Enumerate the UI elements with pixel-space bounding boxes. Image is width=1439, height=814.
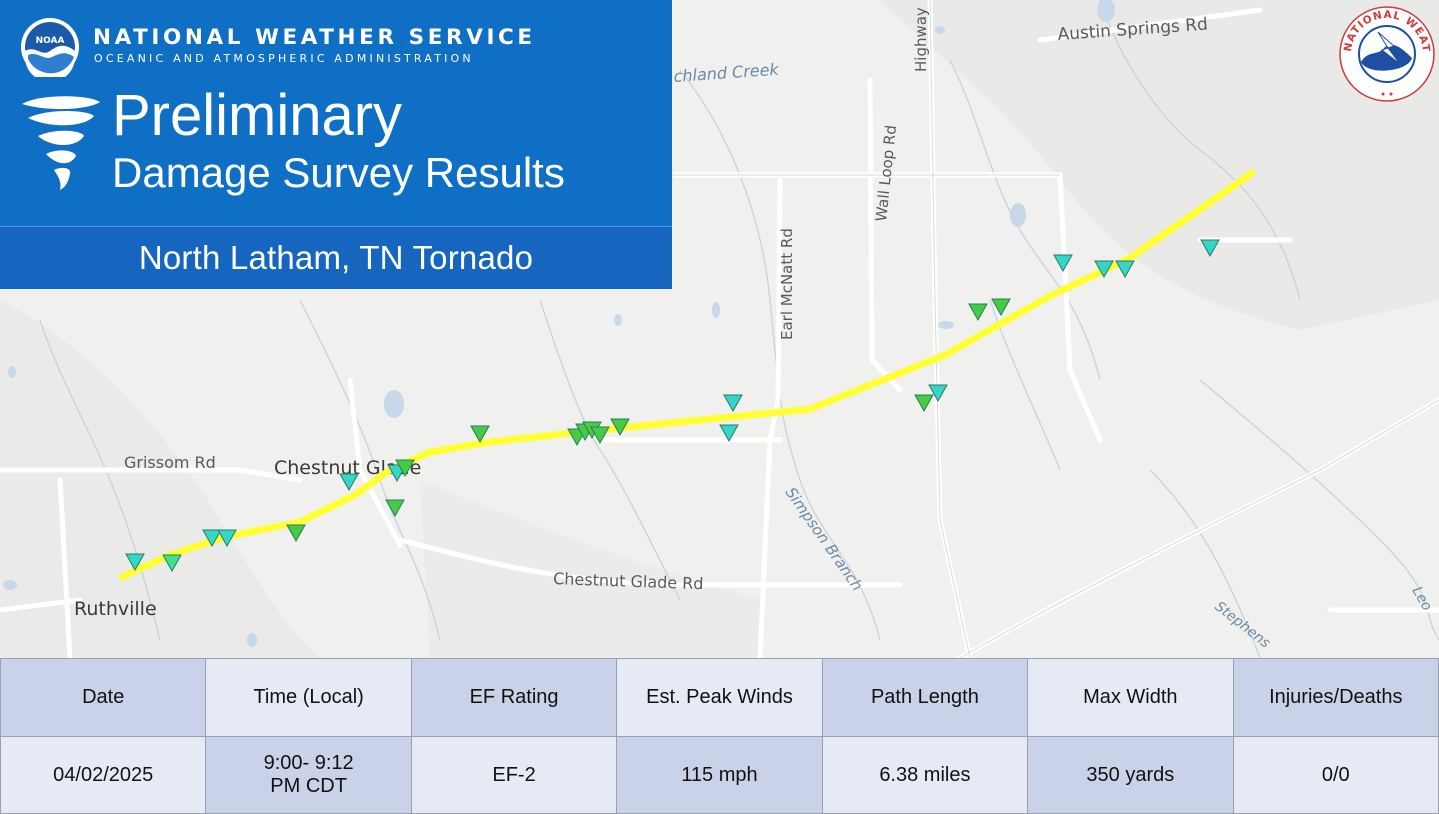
agency-name: NATIONAL WEATHER SERVICE <box>93 25 536 50</box>
damage-point-triangle-icon[interactable] <box>202 529 222 548</box>
nws-logo-icon: NATIONAL WEATHER SERVICE <box>1338 2 1435 102</box>
terrain-shading <box>0 0 1439 658</box>
damage-point-triangle-icon[interactable] <box>385 499 405 518</box>
noaa-logo-icon: NOAA <box>21 18 79 77</box>
damage-point-triangle-icon[interactable] <box>968 303 988 322</box>
damage-point-triangle-icon[interactable] <box>610 418 630 437</box>
town-label-ruthville: Ruthville <box>74 598 157 620</box>
event-name: North Latham, TN Tornado <box>138 239 534 276</box>
value-max-width: 350 yards <box>1027 736 1234 814</box>
damage-points <box>125 239 1220 573</box>
damage-point-triangle-icon[interactable] <box>590 426 610 445</box>
damage-point-triangle-icon[interactable] <box>719 424 739 443</box>
road-label-grissom: Grissom Rd <box>124 453 216 472</box>
damage-point-triangle-icon[interactable] <box>286 524 306 543</box>
ponds <box>3 0 1115 647</box>
damage-point-triangle-icon[interactable] <box>395 459 415 478</box>
damage-path-map[interactable]: Austin Springs Rd Highway Wall Loop Rd E… <box>0 0 1439 658</box>
damage-point-triangle-icon[interactable] <box>991 298 1011 317</box>
damage-point-triangle-icon[interactable] <box>339 473 359 492</box>
value-date: 04/02/2025 <box>0 736 207 814</box>
value-ef-rating: EF-2 <box>410 736 618 814</box>
header-date: Date <box>0 658 207 737</box>
road-label-earl-mcnatt: Earl McNatt Rd <box>778 228 796 340</box>
svg-text:NOAA: NOAA <box>36 36 65 46</box>
damage-point-triangle-icon[interactable] <box>1053 254 1073 273</box>
header-time: Time (Local) <box>205 658 412 737</box>
damage-point-triangle-icon[interactable] <box>1115 260 1135 279</box>
value-path-length: 6.38 miles <box>821 736 1029 814</box>
value-time: 9:00- 9:12 PM CDT <box>205 736 412 814</box>
damage-point-triangle-icon[interactable] <box>1094 260 1114 279</box>
tornado-path-line[interactable] <box>118 169 1256 581</box>
damage-point-triangle-icon[interactable] <box>217 529 237 548</box>
survey-summary-table: Date Time (Local) EF Rating Est. Peak Wi… <box>0 658 1439 814</box>
title-damage-survey: Damage Survey Results <box>112 149 565 196</box>
summary-header-row: Date Time (Local) EF Rating Est. Peak Wi… <box>0 658 1439 737</box>
damage-point-triangle-icon[interactable] <box>162 554 182 573</box>
damage-point-triangle-icon[interactable] <box>470 425 490 444</box>
damage-point-triangle-icon[interactable] <box>914 394 934 413</box>
event-name-banner: North Latham, TN Tornado <box>0 226 672 289</box>
header-ef-rating: EF Rating <box>410 658 618 737</box>
road-edges <box>672 0 1439 658</box>
agency-subtitle: OCEANIC AND ATMOSPHERIC ADMINISTRATION <box>94 52 474 65</box>
title-preliminary: Preliminary <box>112 83 403 148</box>
damage-point-triangle-icon[interactable] <box>1200 239 1220 258</box>
header-max-width: Max Width <box>1027 658 1234 737</box>
summary-values-row: 04/02/2025 9:00- 9:12 PM CDT EF-2 115 mp… <box>0 736 1439 814</box>
value-injuries-deaths: 0/0 <box>1232 736 1439 814</box>
header-injuries-deaths: Injuries/Deaths <box>1232 658 1439 737</box>
tornado-icon <box>22 96 100 190</box>
value-peak-winds: 115 mph <box>616 736 823 814</box>
title-header: NOAA NATIONAL WEATHER SERVICE OCEANIC AN… <box>0 0 672 226</box>
header-peak-winds: Est. Peak Winds <box>616 658 823 737</box>
road-label-highway: Highway <box>912 7 930 72</box>
damage-point-triangle-icon[interactable] <box>125 553 145 572</box>
damage-point-triangle-icon[interactable] <box>928 384 948 403</box>
header-path-length: Path Length <box>821 658 1029 737</box>
damage-point-triangle-icon[interactable] <box>723 394 743 413</box>
